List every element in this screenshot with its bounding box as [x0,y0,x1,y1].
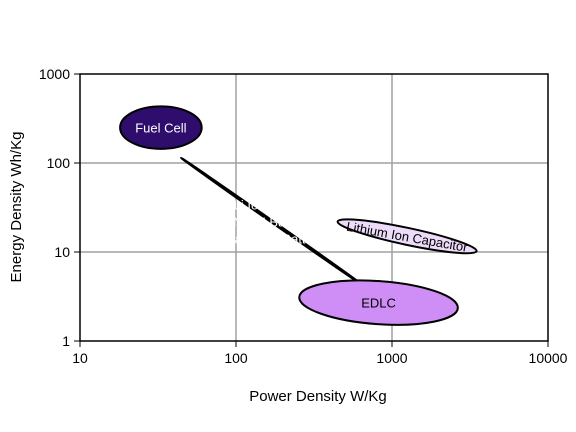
plot-area-frame [79,73,549,342]
fuel-cell-region: Fuel Cell [119,105,203,150]
y-axis-label: Energy Density Wh/Kg [8,132,25,283]
x-tick-label: 100 [224,350,248,366]
x-tick-label: 10000 [529,350,568,366]
fuel-cell-label: Fuel Cell [135,121,186,136]
lithium-ion-capacitor-label: Lithium Ion Capacitor [345,219,469,255]
regions: Fuel Cell Li Ion Battery NiMH Battery Lead-… [119,105,478,326]
y-tick-label: 1 [62,333,70,349]
edlc-ellipse [298,279,459,326]
battery-label: Li Ion Battery [234,198,311,213]
x-tick-label: 1000 [376,350,407,366]
y-tick-label: 1000 [39,66,70,82]
battery-label: NiMH Battery [233,215,311,230]
battery-region: Li Ion Battery NiMH Battery Lead-Acid Batt… [180,156,364,287]
edlc-label: EDLC [361,296,396,311]
edlc-region: EDLC [298,279,459,326]
y-tick-label: 10 [54,244,70,260]
y-tick-label: 100 [47,155,71,171]
lithium-ion-capacitor-ellipse [336,218,478,255]
fuel-cell-ellipse [119,105,203,150]
x-tick-label: 10 [72,350,88,366]
x-axis-label: Power Density W/Kg [249,388,387,405]
battery-label: Lead-Acid Battery [220,232,324,247]
